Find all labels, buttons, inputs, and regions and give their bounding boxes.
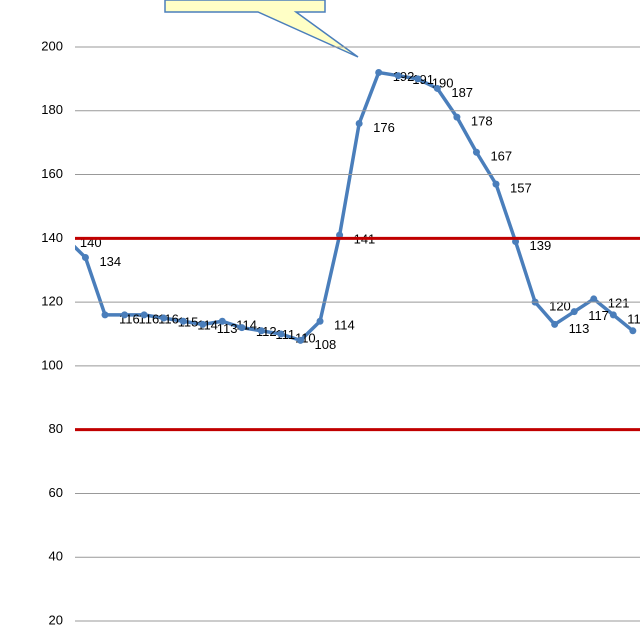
point [609, 311, 617, 319]
y-tick-label: 120 [41, 294, 63, 309]
point [238, 324, 246, 332]
point [375, 69, 383, 77]
y-tick-label: 180 [41, 102, 63, 117]
y-tick-label: 200 [41, 38, 63, 53]
point [414, 75, 422, 83]
point [121, 311, 129, 319]
y-tick-label: 80 [49, 421, 63, 436]
data-label: 187 [451, 85, 473, 100]
data-label: 176 [373, 120, 395, 135]
point [218, 317, 226, 325]
y-tick-label: 40 [49, 549, 63, 564]
point [316, 317, 324, 325]
point [160, 314, 168, 322]
data-label: 113 [569, 321, 590, 336]
point [81, 253, 89, 261]
data-label: 157 [510, 181, 532, 196]
point [492, 180, 500, 188]
point [355, 120, 363, 128]
data-label: 108 [315, 337, 337, 352]
y-tick-label: 60 [49, 485, 63, 500]
point [277, 330, 285, 338]
point [629, 327, 637, 335]
data-label: 117 [588, 308, 609, 323]
data-label: 139 [530, 238, 552, 253]
y-tick-label: 20 [49, 612, 63, 627]
point [394, 72, 402, 80]
data-label: 134 [99, 254, 121, 269]
data-label: 178 [471, 114, 493, 129]
point [257, 327, 265, 335]
y-tick-label: 140 [41, 230, 63, 245]
line [75, 70, 634, 343]
point [62, 235, 69, 242]
point [433, 84, 441, 92]
point [179, 317, 187, 325]
y-tick-label: 160 [41, 166, 63, 181]
point [453, 113, 461, 121]
point [570, 308, 578, 316]
point [590, 295, 598, 303]
point [472, 148, 480, 156]
data-label: 114 [334, 318, 355, 333]
data-label: 121 [608, 295, 630, 310]
data-label: 120 [549, 299, 571, 314]
callout [164, 0, 359, 58]
point [140, 311, 148, 319]
data-label: 116 [627, 311, 640, 326]
data-label: 167 [490, 149, 512, 164]
point [297, 336, 304, 344]
point [551, 320, 559, 328]
point [101, 311, 109, 319]
point [199, 320, 207, 328]
y-tick-label: 100 [41, 357, 63, 372]
